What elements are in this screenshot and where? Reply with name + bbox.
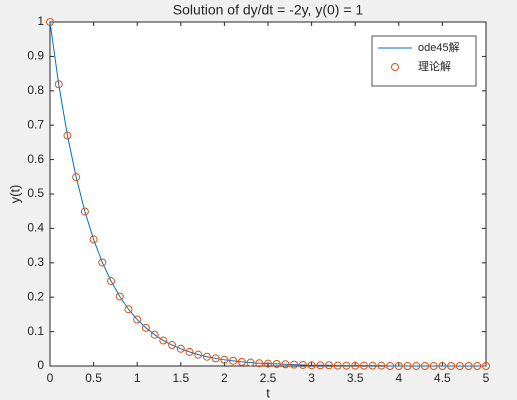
- marker: [368, 361, 377, 370]
- marker: [342, 361, 351, 370]
- marker: [255, 359, 264, 368]
- x-tick-label: 5: [483, 371, 490, 385]
- y-tick-label: 0.8: [27, 83, 44, 97]
- x-tick-label: 2: [221, 371, 228, 385]
- marker: [107, 277, 116, 286]
- marker: [298, 360, 307, 369]
- x-tick-label: 3.5: [347, 371, 364, 385]
- marker: [473, 362, 482, 370]
- marker: [124, 305, 133, 314]
- legend-label: ode45解: [418, 40, 460, 54]
- marker: [185, 347, 194, 356]
- marker: [482, 362, 490, 370]
- x-axis-label: t: [266, 385, 270, 400]
- marker: [63, 131, 72, 140]
- x-tick-label: 3: [308, 371, 315, 385]
- marker: [290, 360, 299, 369]
- marker: [429, 362, 438, 370]
- marker: [272, 359, 281, 368]
- marker: [194, 350, 203, 359]
- marker: [412, 362, 421, 370]
- x-tick-label: 0.5: [85, 371, 102, 385]
- marker: [333, 361, 342, 370]
- marker: [377, 361, 386, 370]
- marker: [46, 18, 54, 26]
- marker: [133, 315, 142, 324]
- marker: [420, 362, 429, 370]
- marker: [438, 362, 447, 370]
- y-tick-label: 0.9: [27, 49, 44, 63]
- marker: [159, 336, 168, 345]
- y-tick-label: 0.5: [27, 186, 44, 200]
- marker: [141, 323, 150, 332]
- y-tick-label: 0.6: [27, 152, 44, 166]
- marker: [359, 361, 368, 370]
- marker: [325, 361, 334, 370]
- marker: [386, 362, 395, 370]
- marker: [447, 362, 456, 370]
- y-tick-label: 0: [37, 358, 44, 372]
- x-tick-label: 2.5: [260, 371, 277, 385]
- y-axis-label: y(t): [7, 185, 22, 204]
- marker: [115, 292, 124, 301]
- marker: [264, 359, 272, 368]
- y-tick-label: 0.1: [27, 324, 44, 338]
- marker: [394, 362, 403, 370]
- marker: [176, 344, 185, 353]
- marker: [54, 80, 63, 89]
- marker: [211, 354, 220, 363]
- series-line: [49, 21, 486, 367]
- marker: [168, 341, 177, 350]
- marker: [229, 356, 238, 365]
- x-tick-label: 4: [395, 371, 402, 385]
- marker: [98, 258, 107, 267]
- marker: [89, 235, 98, 244]
- marker: [351, 361, 360, 370]
- y-tick-label: 1: [37, 14, 44, 28]
- marker: [80, 207, 89, 216]
- legend-label: 理论解: [418, 59, 451, 73]
- x-tick-label: 1.5: [172, 371, 189, 385]
- legend-swatch: [391, 63, 399, 71]
- marker: [237, 357, 246, 366]
- y-tick-label: 0.2: [27, 289, 44, 303]
- x-tick-label: 0: [47, 371, 54, 385]
- marker: [403, 362, 412, 370]
- marker: [455, 362, 464, 370]
- marker: [72, 173, 81, 182]
- marker: [202, 352, 211, 361]
- marker: [220, 355, 229, 364]
- marker: [316, 361, 325, 370]
- marker: [281, 360, 290, 369]
- y-tick-label: 0.3: [27, 255, 44, 269]
- chart-title: Solution of dy/dt = -2y, y(0) = 1: [173, 2, 364, 18]
- x-tick-label: 1: [134, 371, 141, 385]
- marker: [246, 358, 255, 367]
- marker: [150, 330, 159, 339]
- x-tick-label: 4.5: [434, 371, 451, 385]
- marker: [464, 362, 473, 370]
- y-tick-label: 0.7: [27, 117, 44, 131]
- marker: [307, 361, 316, 370]
- legend-box: [371, 35, 477, 87]
- y-tick-label: 0.4: [27, 221, 44, 235]
